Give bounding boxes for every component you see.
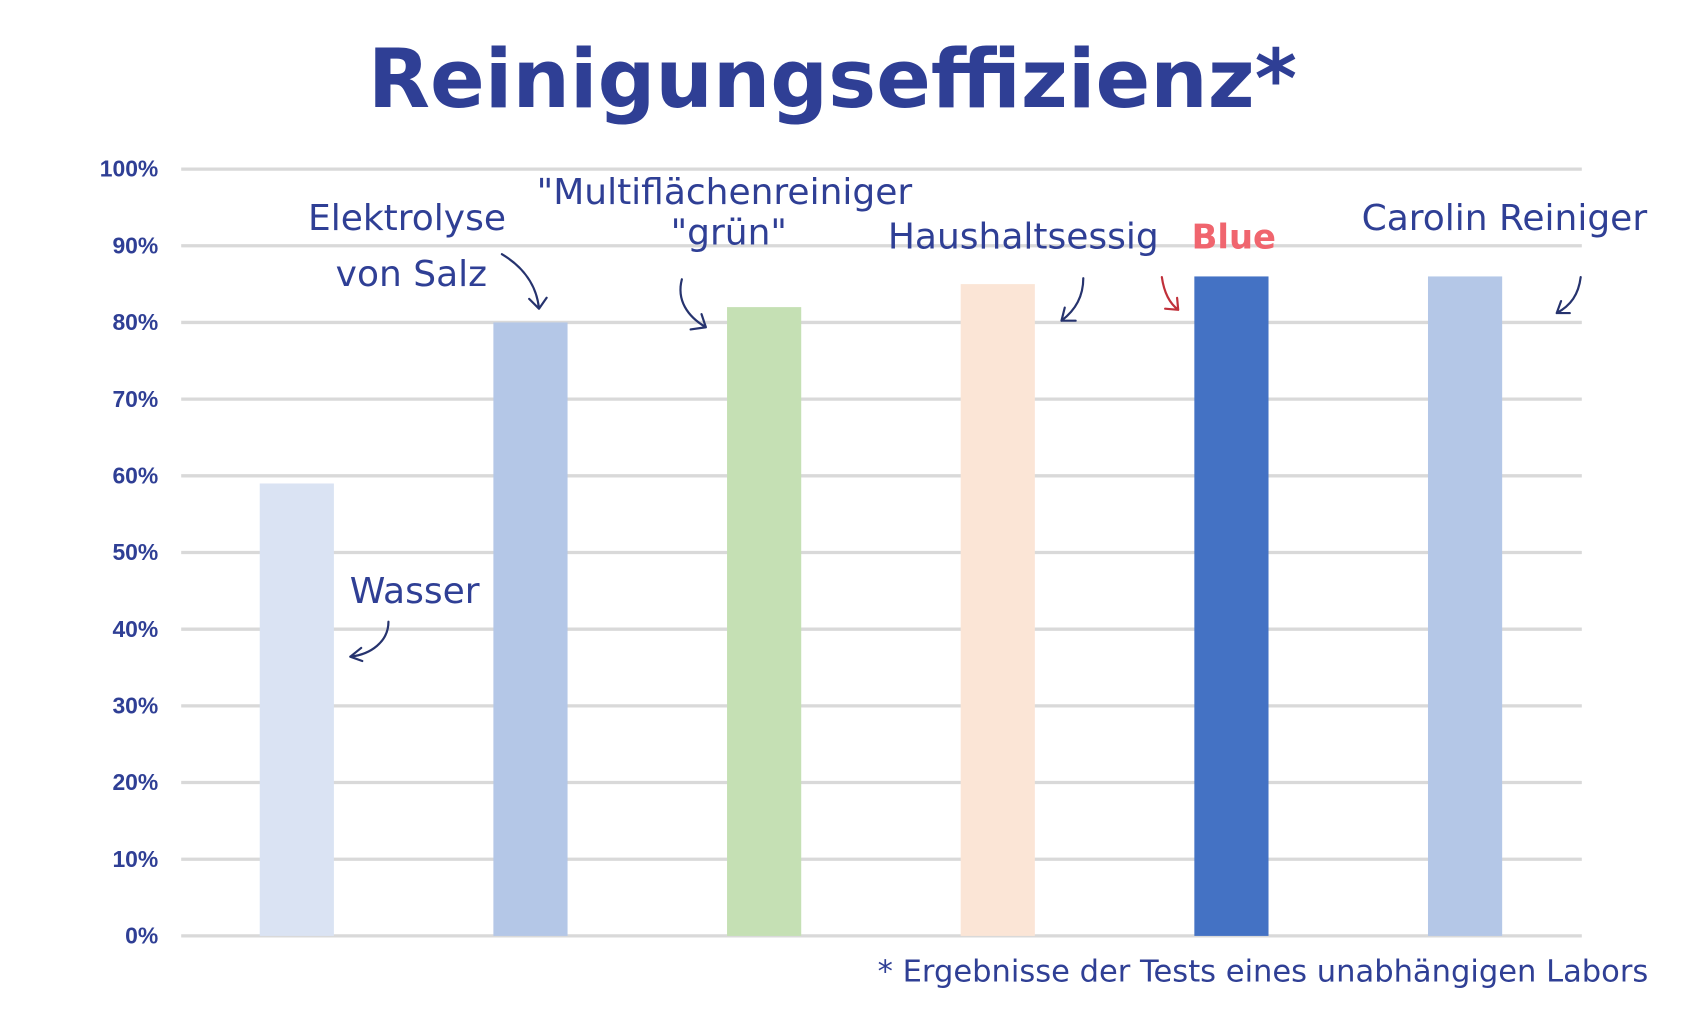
y-tick-label: 20% [112, 769, 158, 795]
footnote: * Ergebnisse der Tests eines unabhängige… [878, 955, 1649, 990]
chart-title: Reinigungseffizienz* [368, 33, 1297, 127]
arrow-icon [1160, 275, 1180, 311]
arrow-icon [1555, 275, 1582, 315]
y-tick-label: 0% [125, 923, 158, 949]
arrow-icon [679, 278, 707, 331]
label-multi-line2: "grün" [671, 212, 787, 253]
arrow-icon [500, 253, 548, 310]
y-tick-label: 40% [112, 616, 158, 642]
label-blue: Blue [1192, 218, 1276, 257]
y-tick-label: 70% [112, 386, 158, 412]
y-tick-label: 50% [112, 539, 158, 565]
y-tick-label: 80% [112, 309, 158, 335]
label-elektrolyse-line1: Elektrolyse [308, 198, 506, 239]
gridlines [181, 167, 1582, 938]
y-tick-label: 60% [112, 462, 158, 488]
label-haushaltsessig: Haushaltsessig [888, 217, 1159, 258]
y-axis-ticks: 0% 10% 20% 30% 40% 50% 60% 70% 80% 90% 100% [100, 156, 159, 949]
bar-4 [960, 284, 1035, 936]
bars [259, 276, 1503, 936]
y-tick-label: 100% [100, 156, 159, 182]
arrow-icon [1060, 277, 1085, 322]
y-tick-label: 90% [112, 232, 158, 258]
label-elektrolyse-line2: von Salz [336, 254, 487, 295]
bar-3 [727, 307, 802, 936]
label-carolin: Carolin Reiniger [1362, 198, 1648, 239]
arrow-icon [349, 620, 390, 663]
label-wasser: Wasser [350, 571, 480, 612]
bar-2 [493, 322, 568, 936]
bar-5 [1194, 276, 1269, 936]
y-tick-label: 30% [112, 692, 158, 718]
bar-1 [259, 483, 334, 936]
bar-6 [1427, 276, 1503, 936]
y-tick-label: 10% [112, 846, 158, 872]
label-multi-line1: "Multiflächenreiniger [537, 172, 913, 213]
